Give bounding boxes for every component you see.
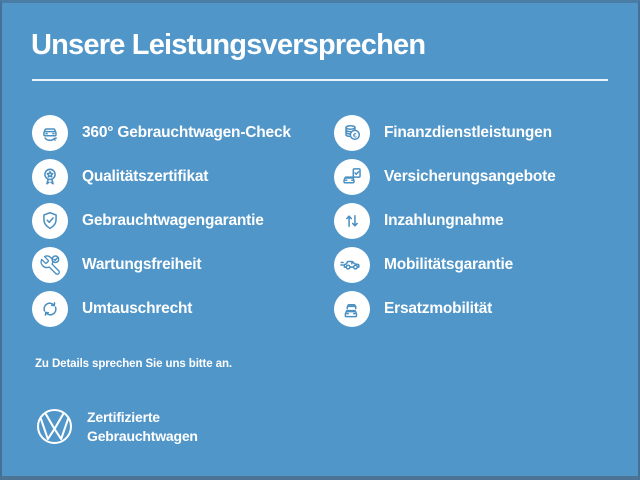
shield-check-icon [32, 203, 68, 239]
promise-item: Gebrauchtwagengarantie [32, 203, 334, 239]
car-motion-icon [334, 247, 370, 283]
promise-label: Mobilitätsgarantie [384, 256, 514, 273]
promise-label: Wartungsfreiheit [82, 256, 202, 273]
two-cars-icon [334, 291, 370, 327]
promise-item: Umtauschrecht [32, 291, 334, 327]
quality-medal-icon [32, 159, 68, 195]
exchange-arrows-icon [32, 291, 68, 327]
promise-list: 360° Gebrauchtwagen-Check Qualitätszerti… [32, 115, 556, 327]
promise-column-right: € Finanzdienstleistungen Versicherungsan… [334, 115, 556, 327]
brand-line1: Zertifizierte [87, 409, 160, 425]
up-down-arrows-icon [334, 203, 370, 239]
promise-column-left: 360° Gebrauchtwagen-Check Qualitätszerti… [32, 115, 334, 327]
brand-line2: Gebrauchtwagen [87, 427, 198, 444]
page-title: Unsere Leistungsversprechen [31, 29, 426, 61]
promise-label: Inzahlungnahme [384, 212, 504, 229]
coins-euro-icon: € [334, 115, 370, 151]
car-360-icon [32, 115, 68, 151]
promise-item: Ersatzmobilität [334, 291, 556, 327]
wrench-check-icon [32, 247, 68, 283]
car-checklist-icon [334, 159, 370, 195]
promise-item: Versicherungsangebote [334, 159, 556, 195]
promise-item: € Finanzdienstleistungen [334, 115, 556, 151]
promise-label: Umtauschrecht [82, 300, 193, 317]
promise-label: Gebrauchtwagengarantie [82, 212, 264, 229]
promise-item: 360° Gebrauchtwagen-Check [32, 115, 334, 151]
title-divider [32, 79, 608, 81]
promise-label: Versicherungsangebote [384, 168, 556, 185]
vw-logo [36, 408, 73, 445]
promise-item: Qualitätszertifikat [32, 159, 334, 195]
svg-text:€: € [353, 132, 357, 139]
brand-block: Zertifizierte Gebrauchtwagen [35, 407, 198, 446]
promise-item: Mobilitätsgarantie [334, 247, 556, 283]
promise-item: Wartungsfreiheit [32, 247, 334, 283]
promise-label: Qualitätszertifikat [82, 168, 209, 185]
footer-note: Zu Details sprechen Sie uns bitte an. [35, 358, 232, 370]
promise-label: Ersatzmobilität [384, 300, 493, 317]
promise-label: 360° Gebrauchtwagen-Check [82, 124, 291, 141]
promise-label: Finanzdienstleistungen [384, 124, 552, 141]
promise-item: Inzahlungnahme [334, 203, 556, 239]
brand-text: Zertifizierte Gebrauchtwagen [87, 408, 198, 445]
